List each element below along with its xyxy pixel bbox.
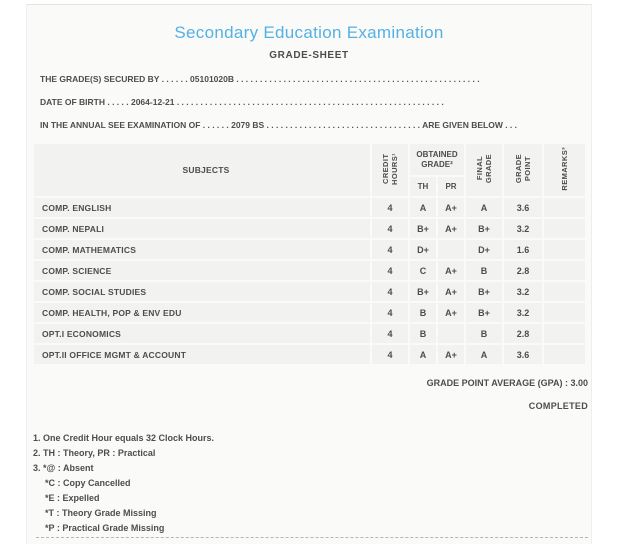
theory-grade: B [410, 324, 436, 343]
theory-grade: B [410, 303, 436, 322]
practical-grade: A+ [438, 345, 464, 364]
final-grade-vertical-label: FINAL GRADE [475, 154, 493, 184]
final-grade: B+ [466, 219, 502, 238]
final-grade: B+ [466, 303, 502, 322]
credit-hours-value: 4 [372, 240, 408, 259]
note-credit-hours: 1. One Credit Hour equals 32 Clock Hours… [33, 433, 215, 443]
credit-hours-value: 4 [372, 261, 408, 280]
remarks-value [544, 324, 585, 343]
column-header-grade-point: GRADE POINT [504, 144, 542, 196]
final-grade: B [466, 261, 502, 280]
remarks-value [544, 219, 585, 238]
column-header-subjects: SUBJECTS [34, 144, 370, 196]
remarks-value [544, 345, 585, 364]
table-row: COMP. ENGLISH 4 A A+ A 3.6 [34, 198, 585, 217]
table-row: OPT.II OFFICE MGMT & ACCOUNT 4 A A+ A 3.… [34, 345, 585, 364]
theory-grade: A [410, 345, 436, 364]
grade-sheet-panel: Secondary Education Examination GRADE-SH… [26, 4, 592, 544]
remarks-value [544, 240, 585, 259]
column-header-obtained-grade: OBTAINED GRADE² [410, 144, 464, 176]
theory-grade: B+ [410, 282, 436, 301]
column-header-remarks: REMARKS³ [544, 144, 585, 196]
subject-name: COMP. HEALTH, POP & ENV EDU [34, 303, 370, 322]
column-header-credit-hours: CREDIT HOURS¹ [372, 144, 408, 196]
table-row: COMP. SCIENCE 4 C A+ B 2.8 [34, 261, 585, 280]
note-copy-cancelled: *C : Copy Cancelled [45, 478, 131, 488]
theory-grade: C [410, 261, 436, 280]
theory-grade: D+ [410, 240, 436, 259]
final-grade: D+ [466, 240, 502, 259]
column-header-final-grade: FINAL GRADE [466, 144, 502, 196]
footnotes: 1. One Credit Hour equals 32 Clock Hours… [33, 431, 591, 536]
remarks-value [544, 282, 585, 301]
credit-hours-value: 4 [372, 282, 408, 301]
theory-grade: A [410, 198, 436, 217]
remarks-vertical-label: REMARKS³ [560, 147, 569, 191]
practical-grade: A+ [438, 282, 464, 301]
subject-name: COMP. ENGLISH [34, 198, 370, 217]
practical-grade: A+ [438, 219, 464, 238]
grades-table: SUBJECTS CREDIT HOURS¹ OBTAINED GRADE² F… [32, 142, 587, 366]
note-theory-missing: *T : Theory Grade Missing [45, 508, 157, 518]
grade-point: 3.2 [504, 219, 542, 238]
completion-status: COMPLETED [528, 401, 588, 411]
table-row: OPT.I ECONOMICS 4 B B 2.8 [34, 324, 585, 343]
note-th-pr: 2. TH : Theory, PR : Practical [33, 448, 156, 458]
page-title: Secondary Education Examination [174, 23, 444, 42]
date-of-birth-line: DATE OF BIRTH . . . . . 2064-12-21 . . .… [40, 98, 444, 107]
table-row: COMP. SOCIAL STUDIES 4 B+ A+ B+ 3.2 [34, 282, 585, 301]
table-row: COMP. NEPALI 4 B+ A+ B+ 3.2 [34, 219, 585, 238]
practical-grade [438, 324, 464, 343]
gpa-line: GRADE POINT AVERAGE (GPA) : 3.00 [426, 378, 588, 388]
grade-point: 2.8 [504, 261, 542, 280]
grade-point: 2.8 [504, 324, 542, 343]
credit-hours-vertical-label: CREDIT HOURS¹ [381, 153, 399, 185]
page-subtitle: GRADE-SHEET [269, 50, 349, 61]
practical-grade: A+ [438, 303, 464, 322]
final-grade: A [466, 345, 502, 364]
theory-grade: B+ [410, 219, 436, 238]
grade-point: 3.2 [504, 303, 542, 322]
remarks-value [544, 198, 585, 217]
subject-name: COMP. SOCIAL STUDIES [34, 282, 370, 301]
credit-hours-value: 4 [372, 219, 408, 238]
note-expelled: *E : Expelled [45, 493, 100, 503]
practical-grade [438, 240, 464, 259]
practical-grade: A+ [438, 261, 464, 280]
note-practical-missing: *P : Practical Grade Missing [45, 523, 165, 533]
table-row: COMP. HEALTH, POP & ENV EDU 4 B A+ B+ 3.… [34, 303, 585, 322]
final-grade: A [466, 198, 502, 217]
column-header-practical: PR [438, 177, 464, 196]
credit-hours-value: 4 [372, 303, 408, 322]
note-absent: 3. *@ : Absent [33, 463, 94, 473]
remarks-value [544, 303, 585, 322]
subject-name: COMP. MATHEMATICS [34, 240, 370, 259]
grade-point: 3.2 [504, 282, 542, 301]
bottom-dashed-divider [36, 537, 588, 538]
grades-secured-by-line: THE GRADE(S) SECURED BY . . . . . . 0510… [40, 75, 480, 84]
credit-hours-value: 4 [372, 324, 408, 343]
subject-name: COMP. NEPALI [34, 219, 370, 238]
credit-hours-value: 4 [372, 345, 408, 364]
grade-point: 3.6 [504, 345, 542, 364]
subject-name: COMP. SCIENCE [34, 261, 370, 280]
final-grade: B [466, 324, 502, 343]
practical-grade: A+ [438, 198, 464, 217]
subject-name: OPT.II OFFICE MGMT & ACCOUNT [34, 345, 370, 364]
column-header-theory: TH [410, 177, 436, 196]
credit-hours-value: 4 [372, 198, 408, 217]
grade-point-vertical-label: GRADE POINT [514, 154, 532, 184]
grade-point: 1.6 [504, 240, 542, 259]
table-row: COMP. MATHEMATICS 4 D+ D+ 1.6 [34, 240, 585, 259]
grade-point: 3.6 [504, 198, 542, 217]
examination-line: IN THE ANNUAL SEE EXAMINATION OF . . . .… [40, 121, 518, 130]
final-grade: B+ [466, 282, 502, 301]
remarks-value [544, 261, 585, 280]
subject-name: OPT.I ECONOMICS [34, 324, 370, 343]
